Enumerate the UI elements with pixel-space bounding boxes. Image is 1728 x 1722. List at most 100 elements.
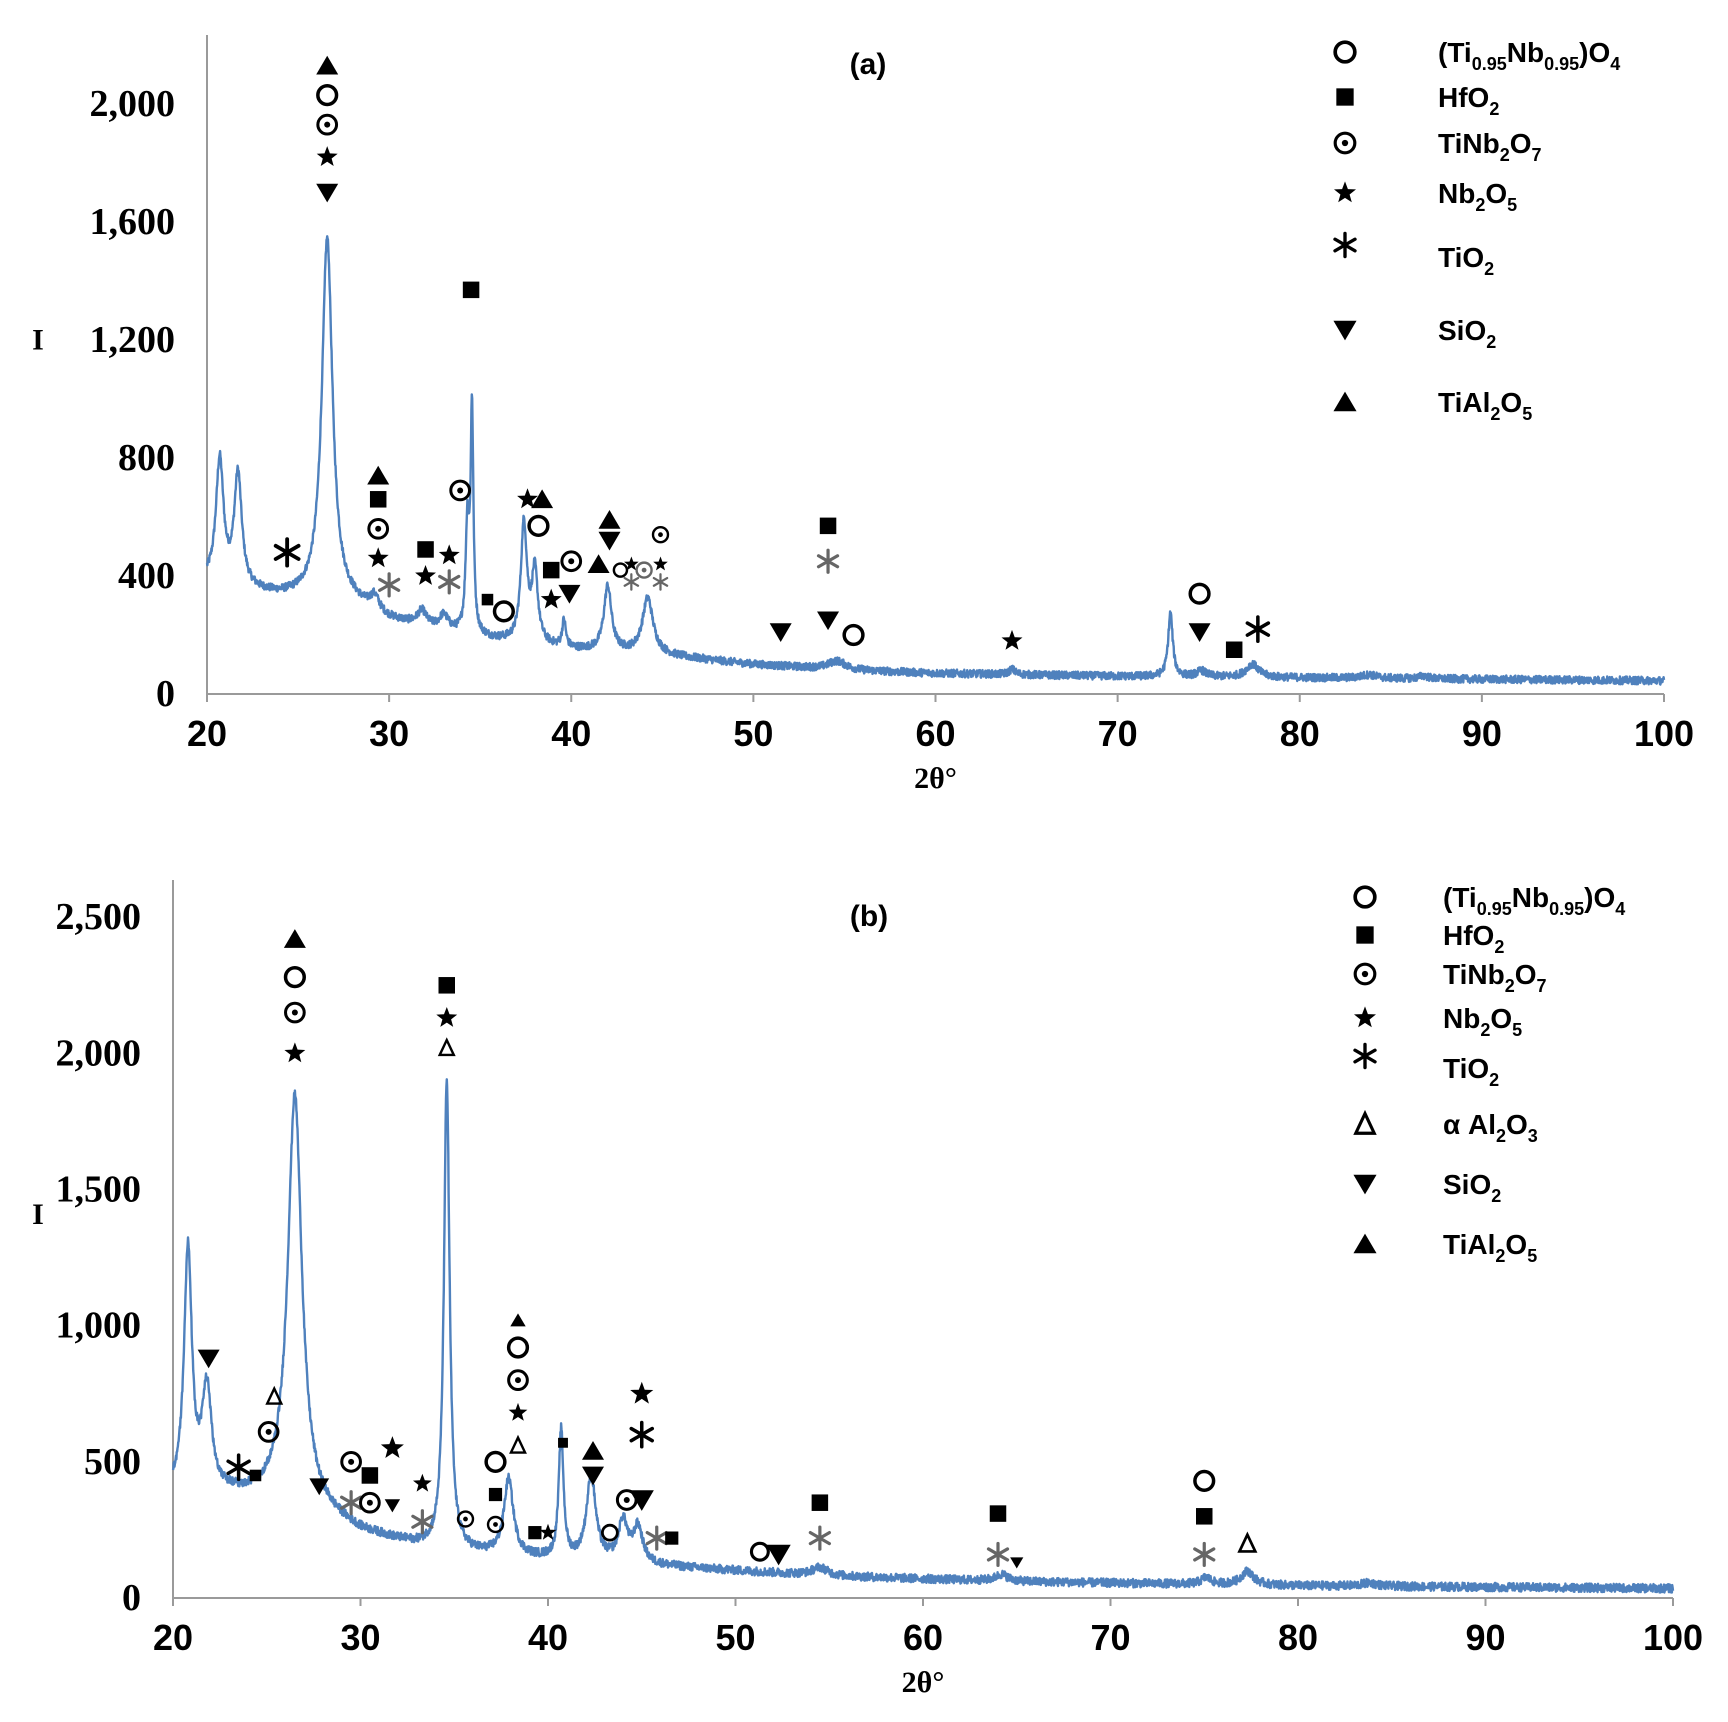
circle-marker-icon [506, 1336, 530, 1359]
dotcircle-marker-icon [560, 550, 583, 573]
tri-down-marker-icon [197, 1349, 220, 1369]
star-marker-icon [413, 1473, 432, 1492]
tri-up-marker-icon [316, 55, 339, 75]
y-tick-label: 1,500 [56, 1169, 142, 1211]
star-marker-icon [630, 1381, 654, 1404]
x-tick-label: 100 [1643, 1617, 1703, 1658]
x-tick-label: 40 [528, 1617, 568, 1658]
tri-down-marker-icon [309, 1478, 330, 1496]
tri-down-marker-icon [769, 623, 792, 642]
y-tick-label: 400 [118, 555, 175, 597]
tri-down-marker-icon [766, 1544, 791, 1566]
legend-label: SiO2 [1443, 1169, 1501, 1206]
x-axis-title: 2θ° [902, 1666, 945, 1699]
star-marker-icon [517, 488, 538, 509]
square-marker-icon [361, 1467, 379, 1484]
tri-down-marker-icon [1188, 623, 1211, 642]
x-tick-label: 40 [551, 713, 591, 754]
tri-open-marker-icon [1237, 1531, 1258, 1553]
star-marker-icon [508, 1402, 528, 1421]
x-tick-label: 20 [187, 713, 227, 754]
legend-label: α Al2O3 [1443, 1109, 1538, 1146]
tri-down-marker-icon [582, 1466, 604, 1486]
legend-label: SiO2 [1438, 315, 1496, 352]
circle-marker-icon [600, 1523, 619, 1542]
tri-down-marker-icon [629, 1490, 654, 1511]
square-legend-icon [1336, 88, 1354, 106]
dotcircle-marker-icon [651, 526, 670, 544]
y-axis-title: I [32, 1198, 44, 1231]
star-marker-icon [316, 146, 338, 166]
square-marker-icon [369, 491, 387, 508]
circle-legend-icon [1353, 885, 1377, 909]
circle-marker-icon [612, 562, 629, 578]
star-marker-icon [624, 556, 639, 571]
x-tick-label: 30 [340, 1617, 380, 1658]
star-marker-icon [438, 544, 460, 565]
tri-down-marker-icon [817, 611, 840, 631]
legend-label: TiAl2O5 [1438, 387, 1532, 424]
asterisk-marker-icon [1193, 1541, 1216, 1568]
y-tick-label: 500 [84, 1441, 141, 1483]
x-tick-label: 60 [903, 1617, 943, 1658]
tri-up-marker-icon [587, 554, 610, 573]
tri-down-marker-icon [558, 584, 581, 604]
square-legend-icon [1356, 926, 1374, 944]
x-tick-label: 50 [733, 713, 773, 754]
square-marker-icon [1196, 1508, 1213, 1525]
legend-label: TiNb2O7 [1438, 128, 1542, 165]
y-tick-label: 2,000 [56, 1032, 142, 1074]
panel-label: (b) [850, 900, 888, 933]
tri-down-legend-icon [1353, 1174, 1377, 1195]
asterisk-marker-icon [1245, 615, 1271, 643]
tri-up-marker-icon [598, 510, 621, 529]
dotcircle-marker-icon [340, 1450, 362, 1473]
circle-marker-icon [1193, 1469, 1216, 1493]
square-marker-icon [819, 517, 837, 535]
legend-label: TiAl2O5 [1443, 1229, 1537, 1266]
square-marker-icon [528, 1526, 542, 1540]
panel-label: (a) [850, 48, 887, 81]
y-tick-label: 0 [156, 673, 175, 715]
star-legend-icon [1334, 181, 1356, 203]
legend-label: TiO2 [1443, 1053, 1499, 1090]
legend-label: HfO2 [1438, 82, 1499, 119]
asterisk-marker-icon [808, 1525, 832, 1551]
tri-open-marker-icon [265, 1385, 284, 1405]
tri-up-legend-icon [1353, 1233, 1377, 1254]
y-tick-label: 0 [122, 1577, 141, 1619]
xrd-chart-b: 0 500 1,000 1,500 2,000 2,500 20 30 40 50 60 70 80 90… [32, 880, 1703, 1699]
legend: (Ti0.95Nb0.95)O4 HfO2 TiNb2O7 Nb2O5 TiO2 SiO2… [1333, 37, 1620, 424]
circle-marker-icon [1188, 582, 1211, 605]
x-tick-label: 80 [1280, 713, 1320, 754]
star-marker-icon [415, 565, 436, 585]
legend-label: (Ti0.95Nb0.95)O4 [1438, 37, 1620, 74]
x-tick-label: 30 [369, 713, 409, 754]
star-marker-icon [367, 547, 389, 568]
tri-down-legend-icon [1333, 320, 1357, 341]
square-marker-icon [542, 561, 560, 579]
asterisk-marker-icon [438, 569, 461, 595]
x-tick-label: 50 [715, 1617, 755, 1658]
asterisk-marker-icon [411, 1509, 434, 1535]
star-legend-icon [1354, 1006, 1376, 1028]
dotcircle-marker-icon [507, 1369, 529, 1392]
legend-label: TiO2 [1438, 242, 1494, 279]
peak-annotations [273, 55, 1271, 658]
asterisk-marker-icon [339, 1490, 363, 1516]
circle-marker-icon [527, 514, 550, 537]
dotcircle-marker-icon [359, 1491, 381, 1514]
x-tick-label: 20 [153, 1617, 193, 1658]
y-tick-label: 1,200 [90, 319, 176, 361]
circle-marker-icon [842, 623, 865, 647]
tri-down-marker-icon [384, 1499, 401, 1513]
circle-marker-icon [492, 600, 515, 623]
tri-up-marker-icon [582, 1441, 604, 1460]
dotcircle-marker-icon [367, 517, 390, 540]
circle-marker-icon [283, 966, 306, 989]
dotcircle-marker-icon [257, 1421, 280, 1443]
circle-marker-icon [484, 1450, 507, 1473]
xrd-spectrum-line [205, 235, 1666, 686]
asterisk-legend-icon [1353, 1042, 1377, 1070]
